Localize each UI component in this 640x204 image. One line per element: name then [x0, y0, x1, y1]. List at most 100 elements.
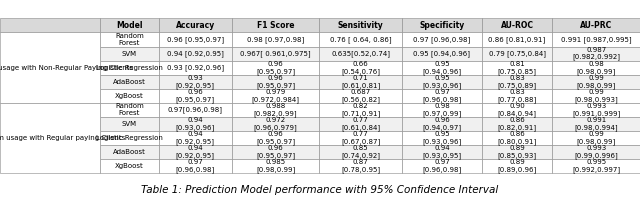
Bar [0, 32, 100, 103]
Bar [482, 145, 552, 159]
Text: 0.77
[0.67,0.87]: 0.77 [0.67,0.87] [341, 131, 380, 145]
Bar [232, 47, 319, 61]
Bar [100, 159, 159, 173]
Text: 0.96
[0.95,0.97]: 0.96 [0.95,0.97] [256, 131, 295, 145]
Text: Random
Forest: Random Forest [115, 103, 144, 116]
Bar [552, 61, 640, 75]
Bar [402, 32, 482, 47]
Bar [319, 89, 402, 103]
Bar [482, 131, 552, 145]
Bar [402, 145, 482, 159]
Bar [232, 159, 319, 173]
Bar [100, 117, 159, 131]
Text: 0.97 [0.96,0.98]: 0.97 [0.96,0.98] [413, 36, 470, 43]
Text: 0.991 [0.987,0.995]: 0.991 [0.987,0.995] [561, 36, 632, 43]
Text: 0.77
[0.61,0.84]: 0.77 [0.61,0.84] [341, 117, 380, 131]
Text: 0.95 [0.94,0.96]: 0.95 [0.94,0.96] [413, 50, 470, 57]
Text: 0.991
[0.98,0.994]: 0.991 [0.98,0.994] [574, 117, 618, 131]
Text: 0.95
[0.93,0.96]: 0.95 [0.93,0.96] [422, 75, 461, 89]
Bar [232, 89, 319, 103]
Bar [482, 32, 552, 47]
Bar [552, 47, 640, 61]
Text: 0.979
[0.972,0.984]: 0.979 [0.972,0.984] [252, 89, 300, 103]
Text: 0.83
[0.77,0.88]: 0.83 [0.77,0.88] [497, 89, 537, 103]
Text: 0.89
[0.85,0.93]: 0.89 [0.85,0.93] [497, 145, 536, 159]
Bar [482, 117, 552, 131]
Bar [232, 32, 319, 47]
Bar [402, 89, 482, 103]
Text: 0.995
[0.992,0.997]: 0.995 [0.992,0.997] [572, 160, 620, 173]
Bar [482, 61, 552, 75]
Bar [552, 131, 640, 145]
Text: Accuracy: Accuracy [176, 21, 215, 30]
Bar [232, 61, 319, 75]
Text: SVM: SVM [122, 51, 137, 57]
Text: Random
Forest: Random Forest [115, 33, 144, 46]
Text: 0.93 [0.92,0.96]: 0.93 [0.92,0.96] [167, 64, 224, 71]
Text: AdaBoost: AdaBoost [113, 79, 146, 85]
Bar [402, 75, 482, 89]
Bar [159, 131, 232, 145]
Text: 0.96 [0.95,0.97]: 0.96 [0.95,0.97] [167, 36, 224, 43]
Bar [552, 159, 640, 173]
Bar [319, 18, 402, 32]
Text: 0.94
[0.93,0.96]: 0.94 [0.93,0.96] [176, 117, 215, 131]
Text: Sensitivity: Sensitivity [338, 21, 383, 30]
Bar [402, 131, 482, 145]
Text: 0.86
[0.80,0.91]: 0.86 [0.80,0.91] [497, 131, 537, 145]
Text: 0.71
[0.61,0.81]: 0.71 [0.61,0.81] [341, 75, 380, 89]
Text: 0.98
[0.98,0.99]: 0.98 [0.98,0.99] [577, 61, 616, 75]
Bar [402, 117, 482, 131]
Bar [319, 159, 402, 173]
Text: 0.972
[0.96,0.979]: 0.972 [0.96,0.979] [253, 117, 298, 131]
Bar [402, 159, 482, 173]
Text: 0.635[0.52,0.74]: 0.635[0.52,0.74] [332, 50, 390, 57]
Bar [552, 89, 640, 103]
Text: 0.95
[0.94,0.96]: 0.95 [0.94,0.96] [422, 61, 461, 75]
Text: Model: Model [116, 21, 143, 30]
Bar [482, 75, 552, 89]
Text: Logistic Regression: Logistic Regression [96, 65, 163, 71]
Text: Logistic Regression: Logistic Regression [96, 135, 163, 141]
Text: F1 Score: F1 Score [257, 21, 294, 30]
Text: 0.83
[0.75,0.89]: 0.83 [0.75,0.89] [497, 75, 536, 89]
Bar [319, 103, 402, 117]
Text: 0.985
[0.98,0.99]: 0.985 [0.98,0.99] [256, 160, 295, 173]
Text: 0.82
[0.71,0.91]: 0.82 [0.71,0.91] [341, 103, 380, 117]
Bar [100, 131, 159, 145]
Text: 0.96
[0.94,0.97]: 0.96 [0.94,0.97] [422, 117, 461, 131]
Text: AU-ROC: AU-ROC [500, 21, 534, 30]
Text: 0.94
[0.92,0.95]: 0.94 [0.92,0.95] [176, 145, 215, 159]
Bar [402, 18, 482, 32]
Bar [100, 32, 159, 47]
Bar [319, 145, 402, 159]
Text: 0.86 [0.81,0.91]: 0.86 [0.81,0.91] [488, 36, 546, 43]
Text: 0.90
[0.84,0.94]: 0.90 [0.84,0.94] [497, 103, 536, 117]
Bar [159, 103, 232, 117]
Bar [100, 61, 159, 75]
Text: 0.96
[0.95,0.97]: 0.96 [0.95,0.97] [256, 145, 295, 159]
Text: Condom usage with Non-Regular Paying Clients: Condom usage with Non-Regular Paying Cli… [0, 65, 133, 71]
Text: 0.81
[0.75,0.85]: 0.81 [0.75,0.85] [497, 61, 536, 75]
Bar [232, 117, 319, 131]
Bar [552, 103, 640, 117]
Bar [319, 32, 402, 47]
Bar [402, 103, 482, 117]
Bar [159, 18, 232, 32]
Text: 0.97
[0.96,0.98]: 0.97 [0.96,0.98] [176, 160, 215, 173]
Bar [232, 18, 319, 32]
Bar [159, 32, 232, 47]
Bar [100, 145, 159, 159]
Bar [100, 103, 159, 117]
Text: 0.94
[0.93,0.95]: 0.94 [0.93,0.95] [422, 145, 461, 159]
Bar [402, 61, 482, 75]
Text: 0.967[ 0.961,0.975]: 0.967[ 0.961,0.975] [240, 50, 311, 57]
Text: 0.99
[0.98,0.993]: 0.99 [0.98,0.993] [574, 89, 618, 103]
Bar [482, 89, 552, 103]
Text: 0.687
[0.56,0.82]: 0.687 [0.56,0.82] [341, 89, 380, 103]
Text: 0.993
[0.991,0.999]: 0.993 [0.991,0.999] [572, 103, 620, 117]
Text: 0.987
[0.982,0.992]: 0.987 [0.982,0.992] [572, 47, 620, 60]
Bar [159, 75, 232, 89]
Bar [100, 75, 159, 89]
Text: 0.85
[0.74,0.92]: 0.85 [0.74,0.92] [341, 145, 380, 159]
